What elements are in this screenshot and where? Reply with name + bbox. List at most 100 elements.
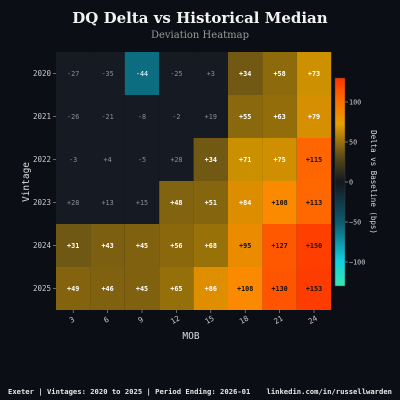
y-tick-label: 2023 [33,198,51,207]
heatmap-cell [193,138,228,181]
colorbar [334,77,346,287]
cell-value-label: +108 [271,199,287,207]
cell-value-label: +45 [136,242,148,250]
cell-value-label: +150 [306,242,322,250]
x-tick-label: 6 [102,315,111,325]
cell-value-label: -25 [170,70,182,78]
colorbar-tick-label: −100 [349,259,365,267]
cell-value-label: -27 [67,70,79,78]
heatmap-cell [124,267,160,310]
x-tick-label: 15 [203,314,215,326]
colorbar-label: Delta vs Baseline (bps) [369,130,378,234]
cell-value-label: +28 [67,199,79,207]
cell-value-label: +31 [67,242,79,250]
cell-value-label: +65 [170,285,182,293]
heatmap-cell [296,95,332,138]
heatmap-cell [56,224,91,267]
x-axis-label: MOB [182,331,199,342]
cell-value-label: +75 [273,156,285,164]
heatmap-cell [90,95,125,138]
x-tick-label: 9 [137,315,145,325]
cell-value-label: +86 [205,285,217,293]
y-axis-label: Vintage [21,162,32,202]
heatmap-cell [90,181,125,224]
heatmap-cell [159,138,194,181]
cell-value-label: +56 [170,242,182,250]
heatmap-cell [296,138,332,181]
heatmap-cell [262,95,297,138]
cell-value-label: +45 [136,285,148,293]
heatmap-cell [193,267,228,310]
heatmap-cell [90,52,125,95]
heatmap-cell [159,224,194,267]
heatmap-cell [90,224,125,267]
heatmap-cell [90,267,125,310]
heatmap-cell [56,95,91,138]
cell-value-label: +58 [273,70,285,78]
heatmap-cell [124,95,160,138]
cell-value-label: +48 [170,199,182,207]
heatmap-cell [228,224,263,267]
heatmap-cell [228,52,263,95]
heatmap-cell [262,181,297,224]
cell-value-label: +49 [67,285,79,293]
y-tick-label: 2022 [33,155,51,164]
heatmap-cell [296,224,332,267]
cell-value-label: +71 [239,156,251,164]
cell-value-label: +153 [306,285,322,293]
x-tick-label: 3 [68,315,76,325]
cell-value-label: +4 [104,156,112,164]
cell-value-label: +51 [205,199,217,207]
cell-value-label: -5 [138,156,146,164]
cell-value-label: +13 [101,199,113,207]
colorbar-tick-label: 100 [349,99,361,107]
heatmap-cell [56,181,91,224]
cell-value-label: +113 [306,199,322,207]
y-tick-label: 2024 [33,241,52,250]
cell-value-label: +34 [205,156,217,164]
cell-value-label: +28 [170,156,182,164]
y-tick-label: 2025 [33,284,51,293]
chart-subtitle: Deviation Heatmap [150,30,250,41]
heatmap-cell [193,95,228,138]
heatmap-cell [124,181,160,224]
colorbar-tick-label: 0 [349,179,353,187]
heatmap-cell [159,267,194,310]
cell-value-label: -44 [136,70,148,78]
heatmap-cell [90,138,125,181]
cell-value-label: +130 [271,285,287,293]
colorbar-tick-label: 50 [349,139,357,147]
cell-value-label: -2 [172,113,180,121]
heatmap-cell [56,138,91,181]
cell-value-label: +127 [271,242,287,250]
footer-link[interactable]: linkedin.com/in/russellwarden [266,387,393,396]
cell-value-label: -26 [67,113,79,121]
footer-info: Exeter | Vintages: 2020 to 2025 | Period… [8,387,251,396]
heatmap-cell [262,138,297,181]
colorbar-tick-label: −50 [349,219,361,227]
cell-value-label: -8 [138,113,146,121]
cell-value-label: +63 [273,113,285,121]
x-axis-ticks: 3 6 9 12 15 18 21 24 [68,310,319,326]
cell-value-label: +34 [239,70,251,78]
cell-value-label: +115 [306,156,322,164]
heatmap-cell [262,267,297,310]
heatmap-cell [228,181,263,224]
heatmap-cell [124,138,160,181]
heatmap-cell [262,52,297,95]
x-tick-label: 21 [272,314,284,326]
cell-value-label: -35 [101,70,113,78]
heatmap-cell [296,52,332,95]
cell-value-label: +3 [207,70,215,78]
heatmap-cell [262,224,297,267]
x-tick-label: 12 [169,314,181,326]
heatmap-cell [228,138,263,181]
colorbar-ticks: 100 50 0 −50 −100 [345,99,365,267]
heatmap-cell [296,267,332,310]
heatmap-cell [56,52,91,95]
heatmap-cell [159,95,194,138]
heatmap-cell [193,181,228,224]
y-axis-ticks: 2020 2021 2022 2023 2024 2025 [33,69,56,293]
y-tick-label: 2020 [33,69,52,78]
